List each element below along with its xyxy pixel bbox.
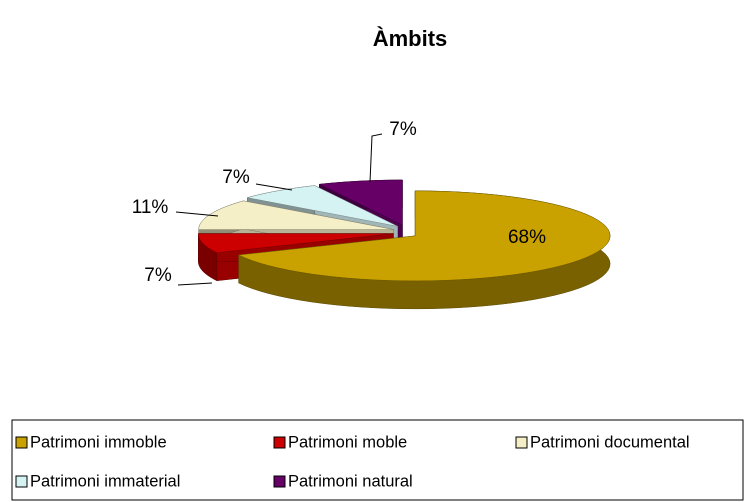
chart-title: Àmbits xyxy=(373,26,448,51)
data-label: 11% xyxy=(132,197,169,218)
legend-label: Patrimoni natural xyxy=(288,472,413,490)
leader-line xyxy=(255,183,293,191)
leader-line xyxy=(175,211,219,217)
legend-label: Patrimoni moble xyxy=(288,433,407,451)
slice xyxy=(198,200,394,230)
legend-label: Patrimoni immoble xyxy=(30,433,167,451)
data-label: 7% xyxy=(222,167,250,188)
leader-line xyxy=(177,282,213,286)
legend-swatch xyxy=(515,436,528,449)
slice xyxy=(318,179,403,226)
slice xyxy=(237,190,611,282)
legend-label: Patrimoni immaterial xyxy=(30,472,180,490)
leader-line xyxy=(369,133,383,183)
slice xyxy=(247,185,398,227)
legend-box xyxy=(11,419,744,501)
legend-swatch xyxy=(273,475,286,488)
legend-swatch xyxy=(273,436,286,449)
legend-label: Patrimoni documental xyxy=(530,433,690,451)
slice xyxy=(198,233,394,253)
data-label: 7% xyxy=(144,265,172,286)
legend-swatch xyxy=(15,475,28,488)
data-label: 7% xyxy=(389,119,417,140)
data-label: 68% xyxy=(508,227,546,248)
legend-swatch xyxy=(15,436,28,449)
